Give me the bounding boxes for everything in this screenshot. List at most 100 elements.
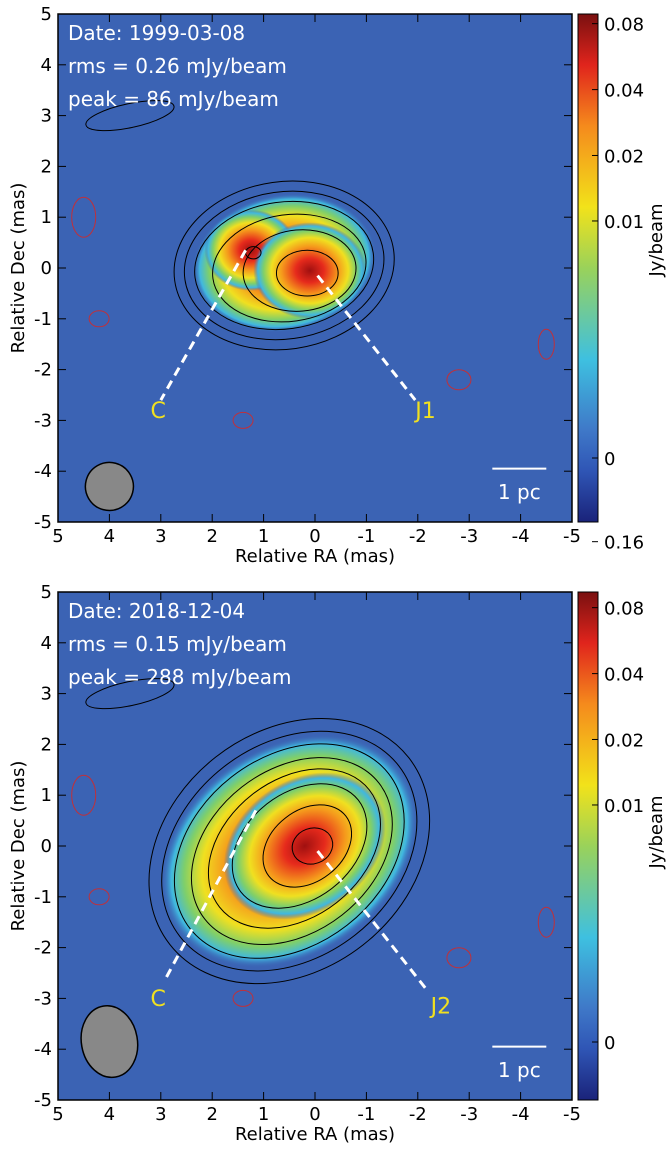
annotation: Date: 2018-12-04 <box>68 599 245 623</box>
contour <box>262 804 353 888</box>
y-tick-label: -3 <box>34 988 52 1009</box>
annotation: peak = 86 mJy/beam <box>68 87 279 111</box>
x-tick-label: -5 <box>563 1104 581 1125</box>
y-tick-label: 2 <box>41 156 52 177</box>
colorbar <box>577 13 599 523</box>
x-tick-label: -1 <box>357 1104 375 1125</box>
x-tick-label: 3 <box>155 1104 166 1125</box>
x-tick-label: 1 <box>258 526 269 547</box>
x-tick-label: 0 <box>309 526 320 547</box>
beam <box>84 461 135 512</box>
x-tick-label: -2 <box>409 1104 427 1125</box>
x-tick-label: 5 <box>52 526 63 547</box>
y-tick-label: -3 <box>34 410 52 431</box>
y-tick-label: 5 <box>41 4 52 25</box>
colorbar-label: Jy/beam <box>646 203 667 277</box>
annotation: rms = 0.26 mJy/beam <box>68 54 287 78</box>
contour <box>275 249 339 297</box>
y-tick-label: 0 <box>41 836 52 857</box>
contour <box>173 180 395 351</box>
y-tick-label: -4 <box>34 1039 52 1060</box>
emission <box>253 222 367 319</box>
x-tick-label: 0 <box>309 1104 320 1125</box>
scale-bar-label: 1 pc <box>498 480 541 504</box>
component-label: C <box>151 399 166 424</box>
negative-contour <box>71 774 97 816</box>
y-tick-label: -4 <box>34 461 52 482</box>
colorbar-tick-label: 0.01 <box>604 796 644 817</box>
contour <box>242 229 357 312</box>
y-tick-label: -2 <box>34 938 52 959</box>
y-tick-label: -2 <box>34 360 52 381</box>
colorbar-tick-label: 0.08 <box>604 15 644 36</box>
annotation: peak = 288 mJy/beam <box>68 665 292 689</box>
colorbar-tick-label: 0 <box>604 449 615 470</box>
component-label: J2 <box>429 995 452 1020</box>
x-tick-label: -4 <box>512 1104 530 1125</box>
component-line <box>159 249 247 401</box>
y-tick-label: -1 <box>34 887 52 908</box>
component-label: J1 <box>413 399 436 424</box>
x-tick-label: 2 <box>206 1104 217 1125</box>
x-tick-label: 4 <box>104 526 115 547</box>
y-tick-label: 4 <box>41 633 52 654</box>
beam <box>80 1005 139 1079</box>
negative-contour <box>71 196 97 238</box>
y-tick-label: 1 <box>41 207 52 228</box>
contour <box>291 827 334 865</box>
contour <box>190 757 393 946</box>
colorbar-tick-label: 0.01 <box>604 212 644 233</box>
colorbar-label: Jy/beam <box>646 795 667 869</box>
x-tick-label: 4 <box>104 1104 115 1125</box>
contour <box>194 200 375 331</box>
negative-contour <box>232 989 254 1007</box>
contour <box>207 768 381 929</box>
contour <box>85 678 175 710</box>
x-tick-label: -4 <box>512 526 530 547</box>
negative-contour <box>88 888 110 906</box>
contour <box>148 718 431 985</box>
y-tick-label: -5 <box>34 1090 52 1111</box>
x-tick-label: 5 <box>52 1104 63 1125</box>
contour <box>212 213 367 323</box>
negative-contour <box>446 369 472 391</box>
x-tick-label: 3 <box>155 526 166 547</box>
contour <box>173 743 405 959</box>
x-tick-label: -3 <box>460 526 478 547</box>
component-label: C <box>151 987 166 1012</box>
y-tick-label: -5 <box>34 512 52 533</box>
contour <box>85 100 175 132</box>
x-tick-label: 1 <box>258 1104 269 1125</box>
negative-contour <box>446 947 472 969</box>
y-tick-label: 5 <box>41 582 52 603</box>
contour <box>183 190 385 341</box>
x-axis-label: Relative RA (mas) <box>235 1124 395 1145</box>
emission <box>223 772 386 920</box>
colorbar-tick-label: 0.16 <box>604 533 644 554</box>
y-tick-label: 3 <box>41 684 52 705</box>
contour <box>231 783 368 909</box>
y-tick-label: 2 <box>41 734 52 755</box>
colorbar <box>577 591 599 1101</box>
x-tick-label: -3 <box>460 1104 478 1125</box>
x-axis-label: Relative RA (mas) <box>235 546 395 567</box>
y-axis-label: Relative Dec (mas) <box>8 183 29 354</box>
negative-contour <box>537 906 555 938</box>
annotation: rms = 0.15 mJy/beam <box>68 632 287 656</box>
y-tick-label: 1 <box>41 785 52 806</box>
y-axis-label: Relative Dec (mas) <box>8 761 29 932</box>
colorbar-tick-label: 0.04 <box>604 81 644 102</box>
y-tick-label: 4 <box>41 55 52 76</box>
colorbar-tick-label: 0.02 <box>604 730 644 751</box>
colorbar-tick-label: 0 <box>604 1033 615 1054</box>
negative-contour <box>232 411 254 429</box>
component-line <box>164 809 258 979</box>
colorbar-tick-label: 0.04 <box>604 665 644 686</box>
x-tick-label: 2 <box>206 526 217 547</box>
colorbar-tick-label: 0.08 <box>604 599 644 620</box>
contour <box>161 730 418 972</box>
y-tick-label: 3 <box>41 106 52 127</box>
x-tick-label: -1 <box>357 526 375 547</box>
negative-contour <box>537 328 555 360</box>
y-tick-label: 0 <box>41 258 52 279</box>
